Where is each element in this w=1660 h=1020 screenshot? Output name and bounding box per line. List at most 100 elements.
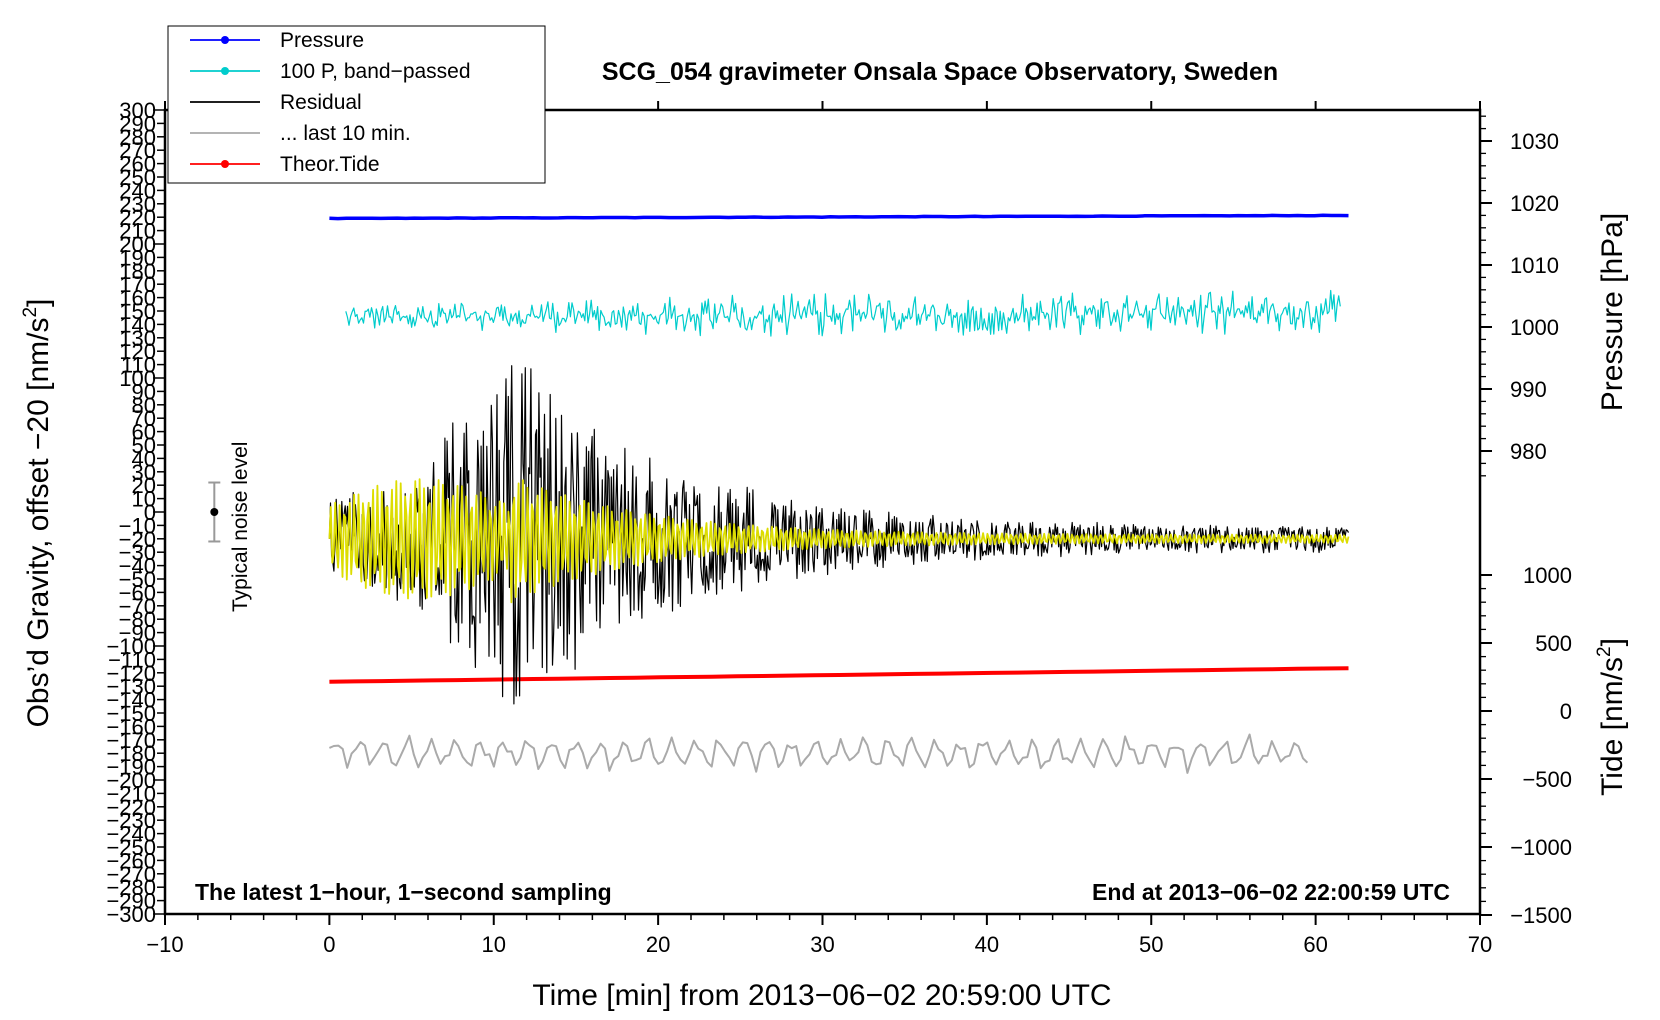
y-left-tick-label: 160 [119,286,156,311]
pressure-tick-label: 1030 [1510,129,1559,154]
y-left-tick-label: −70 [119,594,156,619]
y-left-tick-label: −20 [119,527,156,552]
y-left-tick-label: 10 [132,487,156,512]
y-left-tick-label: −260 [106,848,156,873]
pressure-tick-label: 1010 [1510,253,1559,278]
y-left-tick-label: −40 [119,554,156,579]
y-left-tick-label: −50 [119,567,156,592]
y-left-tick-label: 90 [132,379,156,404]
y-left-tick-label: −100 [106,634,156,659]
y-left-tick-label: −280 [106,875,156,900]
y-left-tick-label: 240 [119,178,156,203]
y-left-tick-label: 170 [119,272,156,297]
tide-tick-label: 1000 [1523,563,1572,588]
legend-label: 100 P, band−passed [280,60,471,83]
y-left-tick-label: −290 [106,889,156,914]
tide-tick-label: −1000 [1510,835,1572,860]
y-left-tick-label: 70 [132,406,156,431]
y-left-tick-label: 80 [132,393,156,418]
pressure-tick-label: 980 [1510,439,1547,464]
y-left-tick-label: 0 [144,500,156,525]
pressure-tick-label: 1020 [1510,191,1559,216]
y-left-tick-label: −130 [106,674,156,699]
y-left-tick-label: 270 [119,138,156,163]
tide-tick-label: −1500 [1510,903,1572,928]
y-left-tick-label: −90 [119,621,156,646]
y-left-tick-label: 290 [119,111,156,136]
tide-title-main: Tide [nm/s [1596,657,1629,796]
y-left-tick-label: 180 [119,259,156,284]
annotation-left: The latest 1−hour, 1−second sampling [195,879,612,905]
y-left-tick-label: 100 [119,366,156,391]
y-left-tick-label: −60 [119,580,156,605]
y-left-tick-label: −210 [106,781,156,806]
y-left-tick-label: 250 [119,165,156,190]
x-tick-label: 30 [810,932,834,957]
legend-label: Residual [280,91,362,114]
y-axis-tide: −1500 −1000 −500 0 500 1000 [1480,563,1572,928]
y-axis-tide-title: Tide [nm/s2] [1594,638,1629,796]
y-left-tick-label: 50 [132,433,156,458]
noise-bar-center [210,508,219,516]
legend-box [167,25,546,184]
x-tick-label: 40 [975,932,999,957]
series-band-passed [345,289,1341,337]
y-left-tick-label: 150 [119,299,156,324]
y-left-tick-label: −190 [106,755,156,780]
legend-label: ... last 10 min. [280,122,411,145]
legend-marker [221,36,229,44]
legend-label: Pressure [280,29,364,52]
pressure-tick-label: 1000 [1510,315,1559,340]
y-left-tick-label: −300 [106,902,156,927]
noise-bar [208,481,221,543]
series-last-10-min [329,733,1309,774]
y-left-tick-label: 60 [132,420,156,445]
y-left-tick-label: −10 [119,513,156,538]
x-axis: −10 0 10 20 30 40 50 60 70 [146,101,1492,957]
y-left-tick-label: 190 [119,245,156,270]
tide-tick-label: 0 [1560,699,1572,724]
series-residual-filtered [328,478,1350,604]
y-left-tick-label: 140 [119,312,156,337]
y-left-tick-label: 300 [119,98,156,123]
series-layer [328,213,1350,774]
legend: Pressure 100 P, band−passed Residual ... la… [167,25,546,184]
y-left-tick-label: −30 [119,540,156,565]
y-left-tick-label: −110 [108,647,156,672]
y-left-tick-label: 40 [132,446,156,471]
y-left-tick-label: −270 [106,862,156,887]
y-left-tick-label: 210 [119,219,156,244]
y-left-tick-label: −220 [106,795,156,820]
y-left-title-main: Obs’d Gravity, offset −20 [nm/s [22,318,55,728]
y-left-tick-label: 20 [132,473,156,498]
y-left-tick-label: 120 [119,339,156,364]
x-tick-label: 20 [646,932,670,957]
y-left-tick-label: −160 [106,714,156,739]
tide-title-close: ] [1596,638,1629,646]
y-left-tick-label: −150 [106,701,156,726]
noise-label: Typical noise level [229,442,252,612]
y-left-tick-label: 220 [119,205,156,230]
x-tick-label: 60 [1303,932,1327,957]
series-theor-tide [329,666,1349,684]
y-left-tick-label: 260 [119,152,156,177]
y-left-tick-label: −80 [119,607,156,632]
x-axis-title: Time [min] from 2013−06−02 20:59:00 UTC [532,979,1111,1012]
y-left-tick-label: −200 [106,768,156,793]
y-axis-pressure-title: Pressure [hPa] [1596,213,1629,411]
y-left-title-close: ] [22,299,55,307]
x-tick-label: 50 [1139,932,1163,957]
legend-marker [221,160,229,168]
y-left-tick-label: −170 [106,728,156,753]
legend-label: Theor.Tide [280,153,380,176]
x-tick-label: −10 [146,932,183,957]
y-left-tick-label: 130 [119,326,156,351]
y-left-tick-label: 30 [132,460,156,485]
x-tick-label: 10 [482,932,506,957]
tide-tick-label: −500 [1522,767,1572,792]
tide-title-sup: 2 [1594,646,1615,657]
y-axis-left: −300−290−280−270−260−250−240−230−220−210… [106,98,165,927]
tide-tick-label: 500 [1535,631,1572,656]
x-tick-label: 70 [1468,932,1492,957]
